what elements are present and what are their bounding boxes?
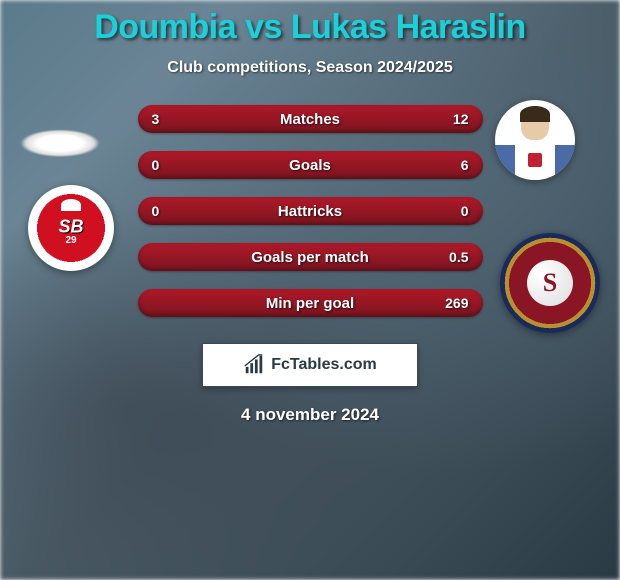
stat-value-left: 0 — [152, 203, 160, 219]
stat-row: 3 Matches 12 — [138, 105, 483, 133]
stat-row: Goals per match 0.5 — [138, 243, 483, 271]
comparison-title: Doumbia vs Lukas Haraslin — [94, 8, 526, 47]
club-right-letter: S — [543, 268, 557, 298]
stat-label: Goals — [289, 157, 331, 174]
player-right-jersey — [495, 145, 575, 180]
stats-column: 3 Matches 12 0 Goals 6 0 Hattricks 0 Goals per ma… — [138, 105, 483, 317]
stat-value-right: 12 — [453, 111, 469, 127]
stat-value-right: 269 — [445, 295, 468, 311]
subtitle: Club competitions, Season 2024/2025 — [167, 59, 452, 77]
player-left-avatar — [20, 129, 100, 157]
stat-label: Min per goal — [266, 295, 354, 312]
player-right-avatar — [495, 100, 575, 180]
club-left-ermine-icon — [61, 199, 81, 211]
footer-brand-badge: FcTables.com — [202, 343, 418, 387]
stat-value-right: 6 — [461, 157, 469, 173]
stat-value-left: 3 — [152, 111, 160, 127]
stat-row: Min per goal 269 — [138, 289, 483, 317]
stat-label: Hattricks — [278, 203, 342, 220]
main-area: SB 29 S 3 Matches 12 0 Goals 6 0 Hattricks 0 Goal… — [0, 105, 620, 317]
stat-value-right: 0.5 — [449, 249, 468, 265]
stat-label: Goals per match — [251, 249, 369, 266]
stat-value-right: 0 — [461, 203, 469, 219]
stat-label: Matches — [280, 111, 340, 128]
date-text: 4 november 2024 — [241, 405, 379, 425]
infographic-container: Doumbia vs Lukas Haraslin Club competiti… — [0, 0, 620, 580]
stat-row: 0 Goals 6 — [138, 151, 483, 179]
footer-brand-text: FcTables.com — [271, 356, 377, 374]
stat-row: 0 Hattricks 0 — [138, 197, 483, 225]
chart-icon — [243, 354, 265, 376]
stat-value-left: 0 — [152, 157, 160, 173]
club-left-year: 29 — [65, 235, 76, 246]
club-left-badge: SB 29 — [28, 185, 114, 271]
club-right-badge: S — [500, 233, 600, 333]
